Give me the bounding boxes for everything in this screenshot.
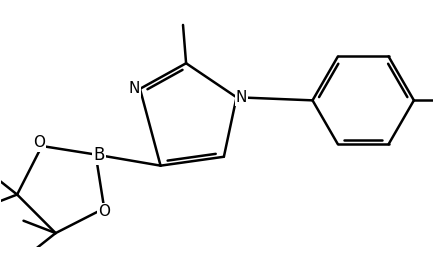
Text: N: N — [236, 90, 247, 105]
Text: O: O — [98, 204, 110, 219]
Text: N: N — [128, 81, 139, 96]
Text: B: B — [93, 146, 105, 164]
Text: O: O — [33, 135, 45, 151]
